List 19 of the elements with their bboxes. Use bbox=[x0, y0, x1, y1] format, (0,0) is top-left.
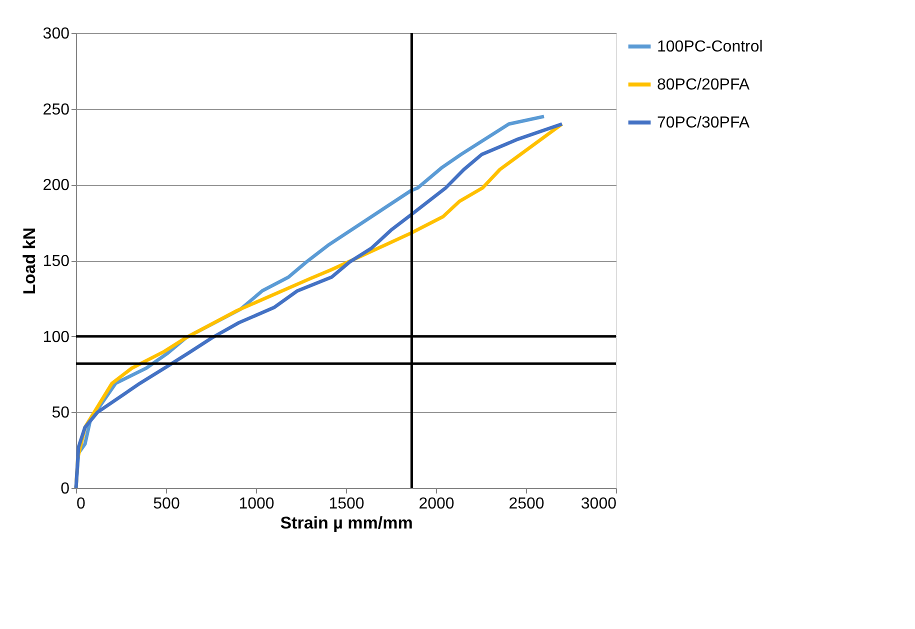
x-tick-label: 500 bbox=[153, 496, 180, 512]
y-tick-label: 100 bbox=[42, 328, 70, 346]
x-tick-label: 2500 bbox=[508, 496, 544, 512]
y-tick-label: 200 bbox=[42, 177, 70, 194]
legend-label: 70PC/30PFA bbox=[657, 114, 750, 132]
x-tick-label: 3000 bbox=[580, 496, 617, 512]
y-tick-label: 300 bbox=[42, 26, 70, 42]
y-tick-label: 0 bbox=[60, 480, 70, 498]
y-tick-label: 50 bbox=[52, 404, 70, 422]
y-tick-label: 250 bbox=[42, 101, 70, 118]
legend-label: 80PC/20PFA bbox=[657, 76, 750, 94]
x-tick-label: 2000 bbox=[418, 496, 454, 512]
y-axis-title: Load kN bbox=[20, 227, 39, 295]
x-axis-title: Strain µ mm/mm bbox=[280, 514, 413, 532]
x-tick-label: 0 bbox=[76, 496, 86, 512]
legend-label: 100PC-Control bbox=[657, 38, 763, 56]
x-tick-label: 1500 bbox=[328, 496, 364, 512]
y-tick-label: 150 bbox=[42, 253, 70, 270]
x-tick-label: 1000 bbox=[238, 496, 274, 512]
